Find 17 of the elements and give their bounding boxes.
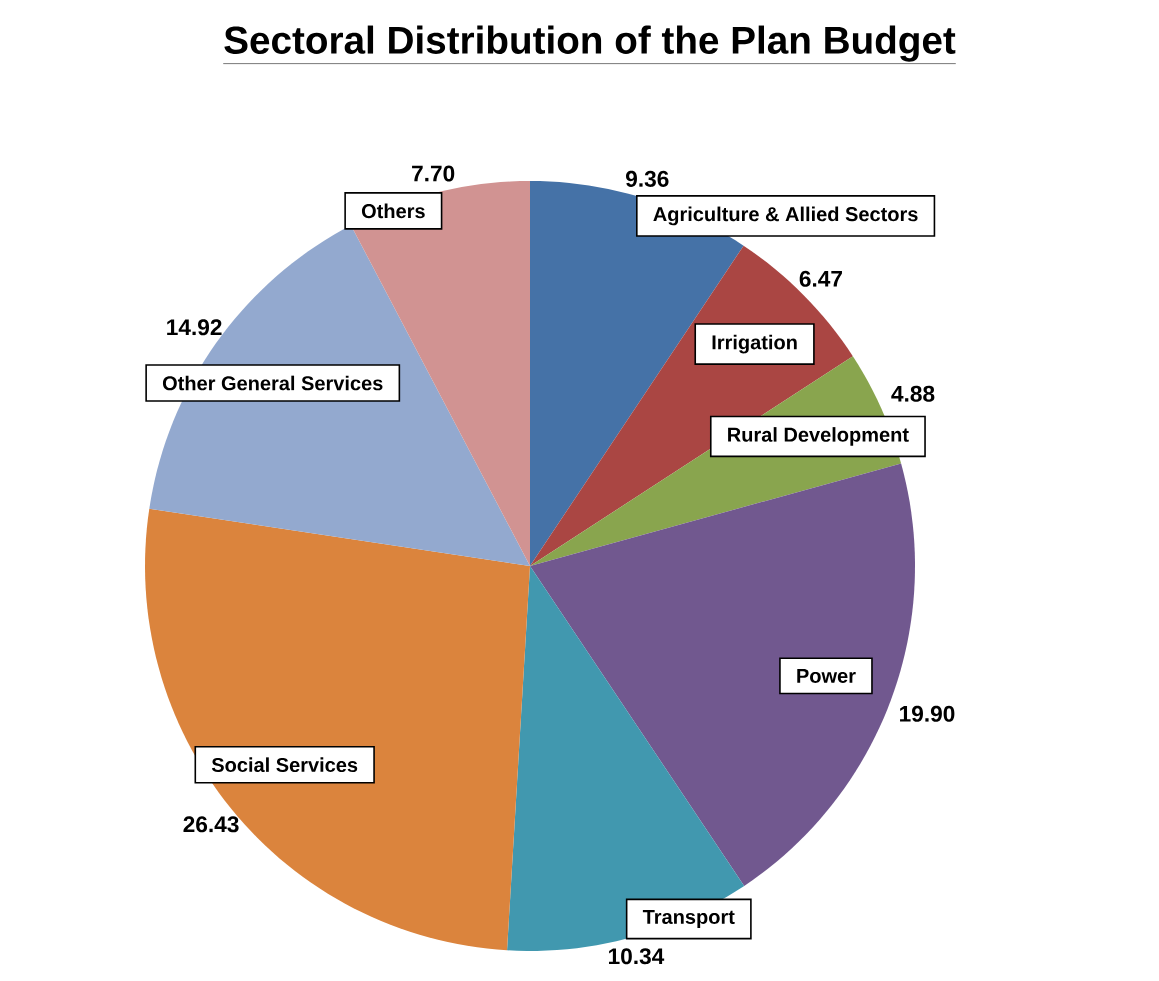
data-label: 26.43: [183, 816, 239, 833]
data-label: 14.92: [167, 319, 222, 336]
slice-label: Rural Development: [728, 427, 909, 446]
slice-label: Other General Services: [162, 375, 383, 391]
data-label: 7.70: [412, 165, 455, 182]
data-label: 10.34: [609, 948, 665, 965]
slice-label: Others: [361, 203, 425, 219]
slice-label: Irrigation: [712, 334, 797, 354]
slice-label: Agriculture & Allied Sectors: [653, 206, 918, 226]
data-label: 19.90: [900, 705, 955, 722]
data-label: 4.88: [891, 385, 935, 402]
data-label: 6.47: [799, 270, 842, 287]
chart-title: Sectoral Distribution of the Plan Budget: [224, 25, 956, 62]
slice-label: Social Services: [211, 757, 358, 773]
slice-label: Transport: [642, 910, 735, 928]
slice-label: Power: [797, 668, 856, 683]
data-label: 9.36: [626, 170, 669, 187]
